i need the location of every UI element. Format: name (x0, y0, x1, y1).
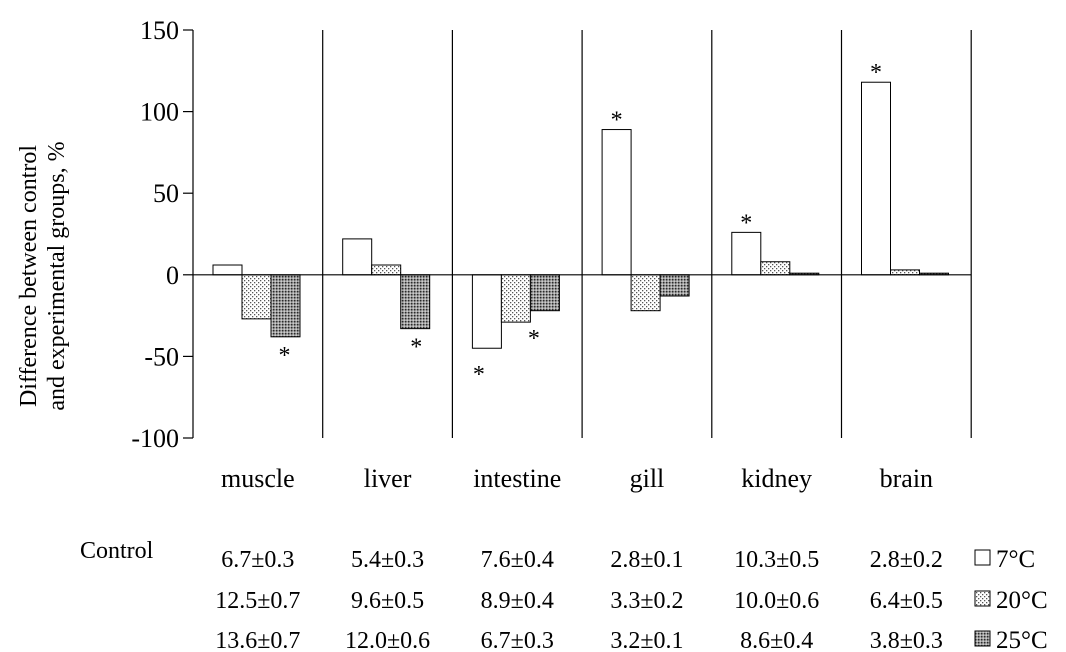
legend-label: 20°C (996, 587, 1048, 614)
category-label-kidney: kidney (741, 464, 812, 493)
bar-gill-25°C (659, 274, 690, 297)
legend: 7°C 20°C 25°C (974, 546, 1048, 652)
legend-swatch (974, 590, 991, 607)
category-label-brain: brain (880, 464, 933, 493)
table-cell: 3.8±0.3 (870, 628, 943, 652)
table-cell: 12.5±0.7 (215, 588, 300, 614)
significance-star: * (611, 108, 623, 134)
bar-liver-7°C (342, 238, 373, 276)
y-tick-label: -100 (131, 424, 179, 453)
category-dividers (322, 30, 972, 438)
table-cell: 8.9±0.4 (481, 588, 554, 614)
category-label-liver: liver (364, 464, 412, 493)
bar-kidney-20°C (760, 261, 791, 276)
bar-kidney-7°C (731, 231, 762, 276)
table-cell: 8.6±0.4 (740, 628, 813, 652)
significance-star: * (279, 343, 291, 369)
bars (212, 81, 949, 349)
significance-star: * (410, 335, 422, 361)
table-cell: 6.7±0.3 (221, 547, 294, 573)
bar-muscle-7°C (212, 264, 243, 276)
bar-gill-7°C (601, 129, 632, 276)
significance-star: * (870, 60, 882, 86)
significance-star: * (528, 326, 540, 352)
bar-brain-7°C (861, 81, 891, 276)
bar-brain-20°C (890, 269, 920, 276)
y-tick-label: 100 (140, 98, 179, 127)
y-ticks: 150 100 50 0 -50 -100 (131, 16, 193, 453)
table-cell: 3.3±0.2 (610, 588, 683, 614)
axes (192, 30, 972, 438)
table-cell: 2.8±0.2 (870, 547, 943, 573)
table-cell: 7.6±0.4 (481, 547, 554, 573)
y-tick-label: -50 (144, 342, 179, 371)
legend-swatch (974, 630, 991, 647)
table-cell: 13.6±0.7 (215, 628, 300, 652)
bar-intestine-25°C (529, 274, 560, 312)
legend-label: 25°C (996, 627, 1048, 652)
table-cell: 10.3±0.5 (734, 547, 819, 573)
table-cell: 10.0±0.6 (734, 588, 819, 614)
bar-liver-25°C (400, 274, 431, 330)
table-cell: 9.6±0.5 (351, 588, 424, 614)
category-label-gill: gill (630, 464, 665, 493)
y-axis-label-line1: Difference between control (16, 145, 42, 407)
y-tick-label: 0 (166, 261, 179, 290)
category-label-intestine: intestine (473, 464, 561, 493)
table-cell: 12.0±0.6 (345, 628, 430, 652)
table-row-label: Control (80, 538, 154, 564)
y-tick-label: 150 (140, 16, 179, 45)
category-labels: muscle liver intestine gill kidney brain (221, 464, 933, 493)
table-cell: 6.4±0.5 (870, 588, 943, 614)
bar-gill-20°C (630, 274, 661, 312)
table-cell: 2.8±0.1 (610, 547, 683, 573)
bar-muscle-25°C (270, 274, 301, 338)
table-cell: 3.2±0.1 (610, 628, 683, 652)
y-axis-label-line2: and experimental groups, % (44, 141, 70, 410)
table-cell: 5.4±0.3 (351, 547, 424, 573)
significance-star: * (740, 210, 752, 236)
bar-intestine-7°C (471, 274, 502, 349)
y-tick-label: 50 (153, 179, 179, 208)
legend-swatch (974, 549, 991, 566)
bar-intestine-20°C (500, 274, 531, 323)
bar-muscle-20°C (241, 274, 272, 320)
category-label-muscle: muscle (221, 464, 295, 493)
significance-markers: * * * * * * * (279, 60, 883, 388)
control-table: 6.7±0.3 5.4±0.3 7.6±0.4 2.8±0.1 10.3±0.5 2.8±… (215, 547, 943, 652)
significance-star: * (473, 362, 485, 388)
table-cell: 6.7±0.3 (481, 628, 554, 652)
bar-liver-20°C (371, 264, 402, 276)
legend-label: 7°C (996, 546, 1035, 573)
